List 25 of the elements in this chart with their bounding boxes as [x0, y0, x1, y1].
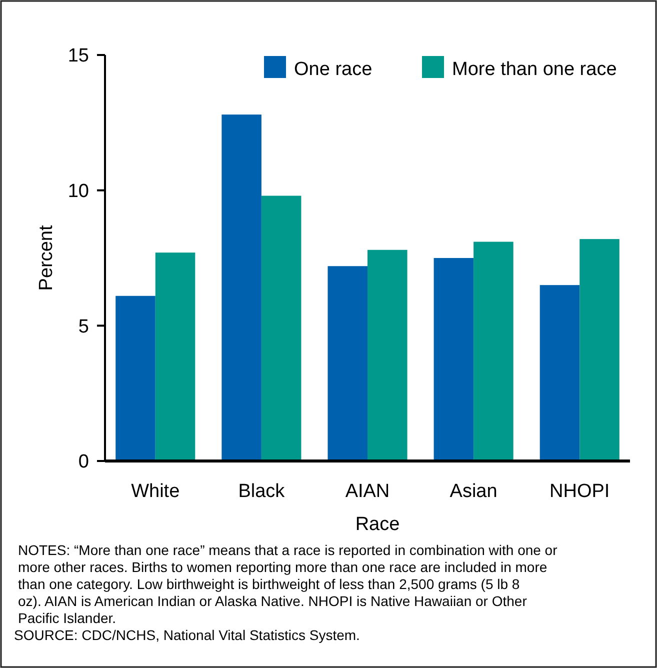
- source-note: SOURCE: CDC/NCHS, National Vital Statistics System.: [14, 627, 360, 643]
- legend-label: More than one race: [452, 59, 617, 80]
- x-axis-title: Race: [355, 514, 400, 535]
- bar: [434, 258, 474, 461]
- x-tick-label: Black: [238, 481, 286, 502]
- bar: [368, 250, 408, 461]
- y-axis-title: Percent: [36, 224, 57, 291]
- x-tick-label: White: [131, 481, 180, 502]
- y-tick-label: 5: [78, 316, 89, 338]
- x-tick-label: Asian: [450, 481, 498, 502]
- x-tick-label: AIAN: [345, 481, 390, 502]
- y-tick-label: 15: [68, 46, 89, 67]
- legend-label: One race: [294, 59, 372, 80]
- bar: [155, 252, 196, 461]
- bar: [261, 196, 302, 461]
- bar: [222, 114, 262, 461]
- text: NOTES: “More than one race” means that a race is reported in combination with one or more other races. Births to women reporting more than one race are included in more than one category. Low birthweight is birthweight of less than 2,500 grams (5 lb 8 oz). AIAN is American Indian or Alaska Native. NHOPI is Native Hawaiian or Other Pacific Islander.: [18, 542, 558, 626]
- bar: [474, 242, 514, 461]
- bar: [580, 239, 620, 461]
- bar: [116, 296, 156, 461]
- x-tick-label: NHOPI: [550, 481, 610, 502]
- y-tick-label: 10: [68, 180, 89, 202]
- bar: [328, 266, 368, 461]
- y-tick-label: 0: [78, 452, 89, 473]
- bar: [540, 285, 580, 461]
